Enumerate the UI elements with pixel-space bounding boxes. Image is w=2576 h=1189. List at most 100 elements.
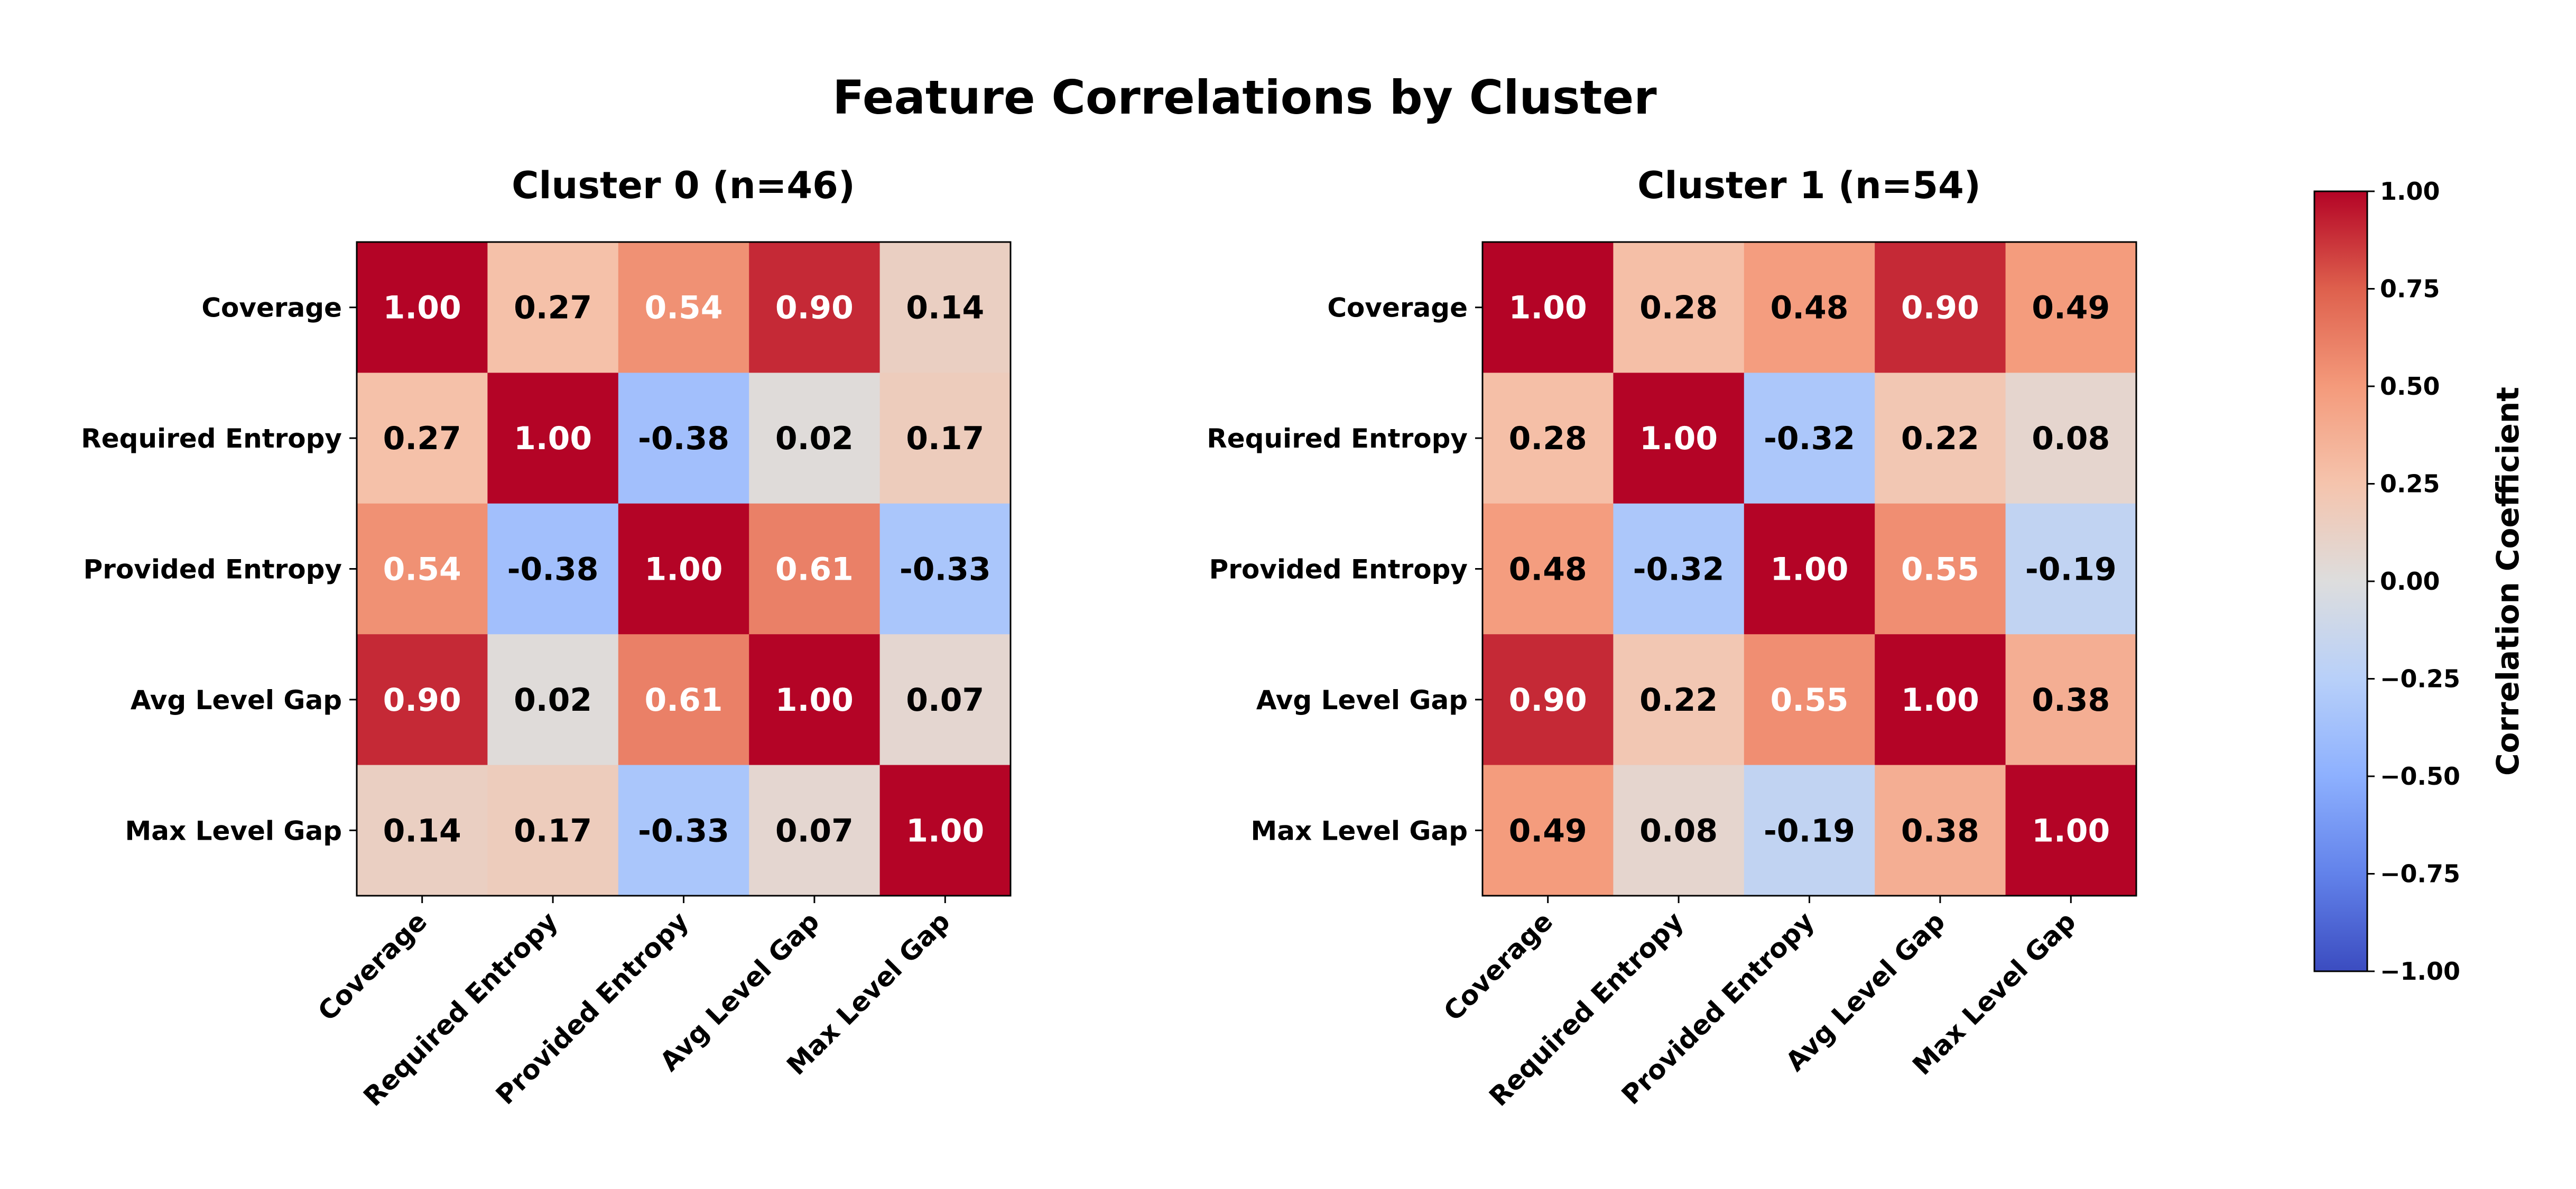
heatmap-cell xyxy=(1744,373,1875,504)
cluster-0-y-ticks: Coverage Required Entropy Provided Entropy… xyxy=(81,293,357,846)
heatmap-cell xyxy=(357,765,488,896)
heatmap-cell xyxy=(749,373,881,504)
cell-value-label: 0.08 xyxy=(1639,812,1718,849)
colorbar-tick-label: −0.25 xyxy=(2380,665,2460,693)
cell-value-label: 0.55 xyxy=(1901,551,1979,588)
cluster-0-frame xyxy=(356,241,1012,897)
heatmap-cell xyxy=(487,765,619,896)
heatmap-cell xyxy=(879,765,1011,896)
x-tick-label: Coverage xyxy=(1438,906,1559,1027)
cell-value-label: 0.90 xyxy=(1901,290,1979,327)
cluster-0-cell-labels: 1.00 0.27 0.54 0.90 0.14 0.27 1.00 -0.38 0.02 0.1… xyxy=(383,290,991,850)
cell-value-label: 0.02 xyxy=(775,420,854,457)
heatmap-cell xyxy=(357,373,488,504)
heatmap-cell xyxy=(1613,373,1745,504)
cell-value-label: 0.17 xyxy=(906,420,984,457)
cell-value-label: 0.38 xyxy=(1901,812,1979,849)
cell-value-label: -0.32 xyxy=(1633,551,1725,588)
y-tick-label: Required Entropy xyxy=(81,423,342,454)
colorbar-tick-label: 0.75 xyxy=(2380,275,2440,303)
heatmap-cell xyxy=(749,634,881,766)
cell-value-label: -0.32 xyxy=(1764,420,1855,457)
cell-value-label: 1.00 xyxy=(514,420,592,457)
heatmap-cell xyxy=(1875,503,2006,635)
cell-value-label: 0.90 xyxy=(383,682,461,719)
heatmap-cell xyxy=(1613,765,1745,896)
cell-value-label: 0.22 xyxy=(1901,420,1979,457)
colorbar: 1.00 0.75 0.50 0.25 0.00 −0.25 −0.50 −0.75 −1.00… xyxy=(2313,177,2526,986)
cell-value-label: 0.28 xyxy=(1509,420,1587,457)
heatmap-cell xyxy=(618,242,749,373)
heatmap-cell xyxy=(357,503,488,635)
colorbar-tick-label: −0.75 xyxy=(2380,860,2460,888)
cell-value-label: 0.27 xyxy=(383,420,461,457)
heatmap-cell xyxy=(879,242,1011,373)
heatmap-cell xyxy=(749,503,881,635)
cluster-1-title: Cluster 1 (n=54) xyxy=(1637,164,1981,207)
heatmap-cell xyxy=(2005,634,2137,766)
cell-value-label: 0.49 xyxy=(2032,290,2110,327)
heatmap-cell xyxy=(1744,242,1875,373)
heatmap-cell xyxy=(618,503,749,635)
y-tick-label: Provided Entropy xyxy=(84,554,342,585)
cell-value-label: 0.54 xyxy=(383,551,461,588)
colorbar-tick-label: 0.50 xyxy=(2380,372,2440,401)
heatmap-cell xyxy=(2005,765,2137,896)
heatmap-cell xyxy=(1875,765,2006,896)
cell-value-label: 1.00 xyxy=(644,551,722,588)
heatmap-cell xyxy=(1613,503,1745,635)
heatmap-cluster-0: Cluster 0 (n=46) 1.00 0.27 0.54 0.90 0.14 0.2… xyxy=(81,164,1012,1112)
cell-value-label: 0.14 xyxy=(383,812,461,849)
heatmap-cell xyxy=(1482,765,1614,896)
heatmap-cell xyxy=(618,634,749,766)
colorbar-tick-label: 0.00 xyxy=(2380,567,2440,596)
heatmap-cell xyxy=(2005,373,2137,504)
cell-value-label: 0.61 xyxy=(775,551,854,588)
cell-value-label: 0.48 xyxy=(1509,551,1587,588)
cell-value-label: 0.55 xyxy=(1770,682,1848,719)
colorbar-tick-label: −1.00 xyxy=(2380,957,2460,986)
cell-value-label: 0.14 xyxy=(906,290,984,327)
heatmap-cell xyxy=(2005,242,2137,373)
y-tick-label: Provided Entropy xyxy=(1209,554,1468,585)
y-tick-label: Coverage xyxy=(1327,293,1468,323)
cell-value-label: 1.00 xyxy=(383,290,461,327)
heatmap-cell xyxy=(487,503,619,635)
cell-value-label: 0.02 xyxy=(514,682,592,719)
heatmap-cluster-1: Cluster 1 (n=54) 1.00 0.28 0.48 0.90 0.49 0.2… xyxy=(1207,164,2137,1112)
cell-value-label: 0.49 xyxy=(1509,812,1587,849)
y-tick-label: Coverage xyxy=(201,293,342,323)
heatmap-cell xyxy=(1482,242,1614,373)
heatmap-cell xyxy=(749,765,881,896)
heatmap-cell xyxy=(879,373,1011,504)
heatmap-cell xyxy=(1482,634,1614,766)
heatmap-cell xyxy=(1875,373,2006,504)
heatmap-cell xyxy=(1875,242,2006,373)
cell-value-label: 1.00 xyxy=(1639,420,1718,457)
cell-value-label: 1.00 xyxy=(1770,551,1848,588)
colorbar-tick-label: 1.00 xyxy=(2380,177,2440,206)
cell-value-label: 1.00 xyxy=(1509,290,1587,327)
cell-value-label: 1.00 xyxy=(775,682,854,719)
cell-value-label: -0.19 xyxy=(1764,812,1855,849)
cell-value-label: -0.38 xyxy=(638,420,729,457)
y-tick-label: Avg Level Gap xyxy=(1256,685,1468,716)
cell-value-label: -0.38 xyxy=(507,551,599,588)
heatmap-cell xyxy=(1875,634,2006,766)
cell-value-label: 0.38 xyxy=(2032,682,2110,719)
cell-value-label: 1.00 xyxy=(906,812,984,849)
cell-value-label: 1.00 xyxy=(2032,812,2110,849)
colorbar-tick-label: 0.25 xyxy=(2380,470,2440,498)
heatmap-cell xyxy=(487,634,619,766)
cell-value-label: 0.08 xyxy=(2032,420,2110,457)
colorbar-tick-label: −0.50 xyxy=(2380,762,2460,791)
cell-value-label: -0.33 xyxy=(638,812,729,849)
heatmap-cell xyxy=(357,242,488,373)
y-tick-label: Max Level Gap xyxy=(1250,815,1468,846)
y-tick-label: Max Level Gap xyxy=(125,815,342,846)
cell-value-label: -0.33 xyxy=(900,551,991,588)
cell-value-label: 0.90 xyxy=(1509,682,1587,719)
